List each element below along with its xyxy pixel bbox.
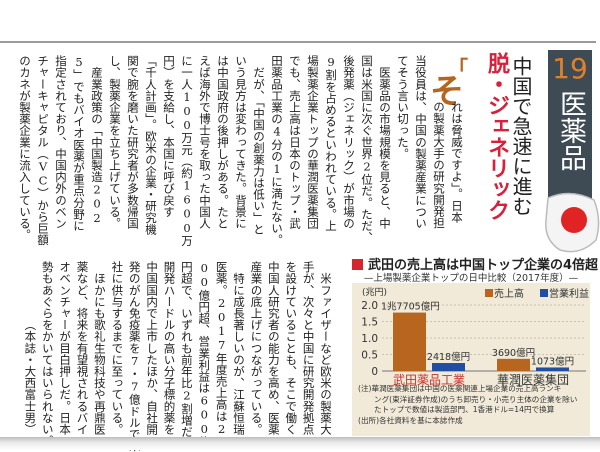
text-column: 産業政策の「中国製造202: [90, 55, 104, 225]
text-column: ほかにも歌礼生物科技や再鼎医: [92, 261, 107, 435]
text-column: 開発ハードルの高い分子標的薬を: [162, 261, 177, 435]
text-column: えば海外で博士号を取った中国人: [198, 55, 212, 229]
top-rule: [0, 41, 596, 43]
category-label: 武田薬品工業: [393, 373, 465, 387]
y-tick-label: 1.5: [361, 317, 378, 329]
text-column: 社に供与するまでに至っている。: [110, 261, 125, 435]
dropcap: 「 そ: [428, 52, 468, 112]
chart-title-marker: [352, 259, 363, 270]
text-column: 後発薬（ジェネリック）が市場の: [342, 55, 356, 229]
text-column: 当役員は、中国の製薬産業につい: [414, 55, 428, 229]
text-column: に一人100万元（約1600万: [180, 55, 194, 247]
text-column: 9割を占めるといわれている。上: [324, 55, 338, 232]
legend-label: 売上高: [494, 287, 524, 300]
section-number: 19: [552, 52, 588, 85]
section-category: 医薬品: [555, 90, 586, 171]
headline-accent: 脱・ジェネリック: [484, 52, 509, 220]
text-column: 00億円超、営業利益は600億: [197, 261, 212, 448]
text-column: の製薬大手の研究開発担: [432, 101, 446, 229]
y-tick-label: 0: [371, 366, 378, 378]
text-column: てそう言い切った。: [396, 55, 410, 160]
article-lower-block: 米ファイザーなど欧米の製薬大 手が、次々と中国に研究開発拠点 を設けていることも、そ…: [21, 261, 334, 452]
text-column: 医薬。2017年度売上高は22: [214, 261, 229, 450]
chart-source-line: (出所)各社資料を基に本誌作成: [358, 415, 463, 425]
bar: [536, 367, 569, 371]
text-column: 5」でもバイオ医薬が重点分野に: [72, 55, 86, 232]
text-column: オベンチャーが目白押しだ。日本: [58, 261, 73, 435]
bar: [497, 358, 530, 371]
text-column: 産業の底上げにつながっている。: [249, 261, 264, 435]
text-column: 医薬品の市場規模を見ると、中: [378, 55, 392, 229]
text-column: れは脅威ですよ」。日本: [450, 101, 464, 223]
text-column: 田薬品工業の4分の1に満たない。: [270, 55, 284, 246]
text-column: 特に成長著しいのが、江蘇恒瑞: [232, 261, 247, 435]
text-column: 場製薬企業トップの華潤医薬集団: [306, 55, 320, 229]
bar: [432, 363, 465, 371]
chart-subtitle: —上場製薬企業トップの日中比較（2017年度）—: [363, 273, 579, 284]
bar-chart: (兆円) 0 0.5 1.0 1.5 2.0 売上高 営業利益 1兆7705億円 2418億円武田…: [361, 287, 589, 387]
text-column: いう見方は変わってきた。背景に: [234, 55, 248, 229]
byline: （本誌・大西富士男）: [23, 319, 38, 435]
text-column: 指定されており、中国内外のベン: [54, 55, 68, 229]
legend-swatch: [485, 289, 493, 297]
dropcap-char: そ: [430, 72, 464, 112]
text-column: 薬など、将来を有望視されるバイ: [75, 261, 90, 435]
chart-note-line: たトップで数値は製造部門、1香港ドル=14円で換算: [374, 405, 555, 414]
bottom-rule: [0, 437, 600, 450]
bar-data-label: 1073億円: [531, 355, 574, 367]
text-column: 中国人研究者の能力を高め、医薬: [266, 261, 281, 435]
legend-label: 営業利益: [549, 287, 589, 300]
text-column: 勢もあぐらをかいてはいられない。: [40, 261, 55, 447]
text-column: 国は米国に次ぐ世界2位だ。ただ、: [360, 55, 374, 244]
headline-main: 中国で急速に進む: [509, 56, 533, 216]
legend-swatch: [540, 289, 548, 297]
chart-title-text: 武田の売上高は中国トップ企業の4倍超: [368, 258, 599, 273]
chart-panel: (兆円) 0 0.5 1.0 1.5 2.0 売上高 営業利益 1兆7705億円 2418億円武田…: [352, 283, 590, 436]
bar-data-label: 3690億円: [492, 347, 535, 359]
text-column: 米ファイザーなど欧米の製薬大: [319, 261, 333, 435]
chart-notes: (注)華潤医薬集団は中国の医薬関連上場企業の売上高ランキ ング(東洋証券作成)の…: [358, 384, 590, 426]
japan-flag-glove-icon: [545, 192, 600, 253]
text-column: 「千人計画」。欧米の企業・研究機: [144, 55, 158, 235]
bar-data-label: 1兆7705億円: [381, 301, 440, 313]
text-column: 中国国内で上市したほか、自社開: [145, 261, 160, 435]
y-tick-label: 1.0: [361, 333, 378, 345]
category-label: 華潤医薬集団: [497, 372, 569, 387]
y-tick-label: 2.0: [361, 300, 378, 312]
text-column: 円）を支給し、本国に呼び戻す: [162, 55, 176, 218]
text-column: 円超で、いずれも前年比2割増だ。: [179, 261, 194, 450]
text-column: 手が、次々と中国に研究開発拠点: [301, 261, 316, 435]
article-upper-block: れは脅威ですよ」。日本 の製薬大手の研究開発担 当役員は、中国の製薬産業につい てそう…: [16, 55, 466, 247]
bar: [393, 312, 426, 371]
text-column: を設けていることも、そこで働く: [284, 261, 299, 435]
text-column: だが、「中国の創薬力は低い」と: [252, 55, 266, 235]
text-column: チャーキャピタル（VC）から巨額: [36, 55, 50, 246]
text-column: でも、売上高は日本のトップ・武: [288, 55, 302, 229]
text-column: 発のがん免疫薬を7・7億ドルで米: [127, 261, 142, 452]
text-column: し、製薬企業を立ち上げている。: [108, 55, 122, 229]
chart-note-line: ング(東洋証券作成)のうち卸売り・小売り主体の企業を除い: [374, 394, 578, 404]
y-axis-unit: (兆円): [362, 287, 387, 298]
text-column: は中国政府の後押しがある。たと: [216, 55, 230, 229]
dropcap-quote: 「: [448, 56, 468, 80]
bar-data-label: 2418億円: [427, 351, 470, 363]
chart-note-line: (注)華潤医薬集団は中国の医薬関連上場企業の売上高ランキ: [358, 384, 562, 393]
text-column: のカネが製薬企業に流入している。: [18, 55, 32, 241]
chart-title: 武田の売上高は中国トップ企業の4倍超: [352, 254, 598, 273]
y-tick-label: 0.5: [361, 350, 378, 362]
text-column: 関で腕を磨いた研究者が多数帰国: [126, 55, 140, 229]
